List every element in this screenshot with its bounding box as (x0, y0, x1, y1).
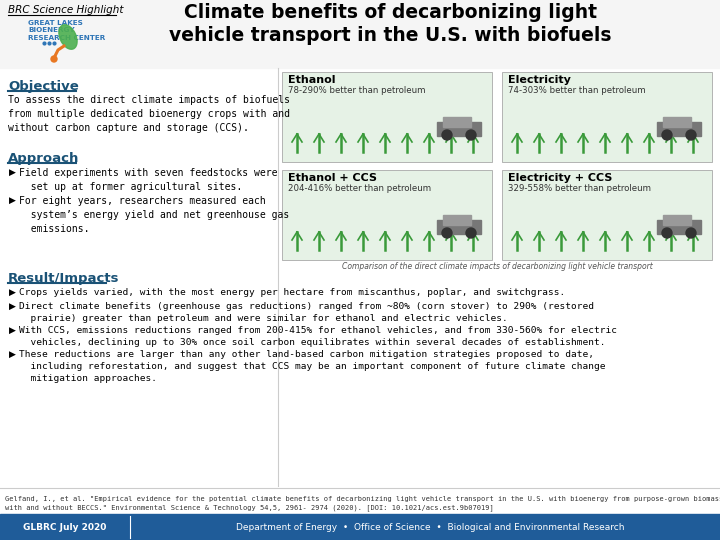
Text: Gelfand, I., et al. "Empirical evidence for the potential climate benefits of de: Gelfand, I., et al. "Empirical evidence … (5, 496, 720, 511)
Text: Field experiments with seven feedstocks were
  set up at former agricultural sit: Field experiments with seven feedstocks … (19, 168, 277, 192)
Text: Electricity: Electricity (508, 75, 571, 85)
Bar (282, 72, 492, 162)
Text: 78-290% better than petroleum: 78-290% better than petroleum (288, 86, 426, 95)
Text: ▶: ▶ (9, 288, 16, 297)
Text: ▶: ▶ (9, 168, 16, 177)
Bar (657, 122, 701, 136)
Bar (0, 514, 720, 540)
Text: Approach: Approach (8, 152, 79, 165)
Circle shape (51, 56, 57, 62)
Text: Crops yields varied, with the most energy per hectare from miscanthus, poplar, a: Crops yields varied, with the most energ… (19, 288, 565, 297)
Text: ▶: ▶ (9, 196, 16, 205)
Text: Climate benefits of decarbonizing light
vehicle transport in the U.S. with biofu: Climate benefits of decarbonizing light … (168, 3, 611, 45)
Text: GLBRC July 2020: GLBRC July 2020 (23, 523, 107, 531)
Text: These reductions are larger than any other land-based carbon mitigation strategi: These reductions are larger than any oth… (19, 350, 606, 383)
Bar (657, 220, 701, 234)
Text: ▶: ▶ (9, 302, 16, 311)
Text: Objective: Objective (8, 80, 78, 93)
Text: For eight years, researchers measured each
  system’s energy yield and net green: For eight years, researchers measured ea… (19, 196, 289, 234)
Text: 74-303% better than petroleum: 74-303% better than petroleum (508, 86, 646, 95)
Circle shape (442, 130, 452, 140)
Bar (443, 117, 471, 127)
Circle shape (686, 130, 696, 140)
Text: Direct climate benefits (greenhouse gas reductions) ranged from ~80% (corn stove: Direct climate benefits (greenhouse gas … (19, 302, 594, 323)
Bar (437, 122, 481, 136)
Bar (663, 215, 691, 225)
Circle shape (662, 228, 672, 238)
Text: 204-416% better than petroleum: 204-416% better than petroleum (288, 184, 431, 193)
Text: Ethanol: Ethanol (288, 75, 336, 85)
Bar (663, 117, 691, 127)
Text: Comparison of the direct climate impacts of decarbonizing light vehicle transpor: Comparison of the direct climate impacts… (341, 262, 652, 271)
Circle shape (466, 130, 476, 140)
Circle shape (686, 228, 696, 238)
Ellipse shape (59, 25, 77, 49)
Circle shape (466, 228, 476, 238)
Text: Electricity + CCS: Electricity + CCS (508, 173, 613, 183)
Text: GREAT LAKES
BIOENERGY
RESEARCH CENTER: GREAT LAKES BIOENERGY RESEARCH CENTER (28, 20, 105, 41)
Text: Department of Energy  •  Office of Science  •  Biological and Environmental Rese: Department of Energy • Office of Science… (235, 523, 624, 531)
Bar (443, 215, 471, 225)
Text: Ethanol + CCS: Ethanol + CCS (288, 173, 377, 183)
Text: ▶: ▶ (9, 350, 16, 359)
Bar (437, 220, 481, 234)
Text: 329-558% better than petroleum: 329-558% better than petroleum (508, 184, 651, 193)
Circle shape (442, 228, 452, 238)
Text: To assess the direct climate impacts of biofuels
from multiple dedicated bioener: To assess the direct climate impacts of … (8, 95, 290, 133)
Text: Result/Impacts: Result/Impacts (8, 272, 120, 285)
Bar (502, 170, 712, 260)
Bar (0, 0, 720, 68)
Circle shape (662, 130, 672, 140)
Text: BRC Science Highlight: BRC Science Highlight (8, 5, 124, 15)
Bar (502, 72, 712, 162)
Text: With CCS, emissions reductions ranged from 200-415% for ethanol vehicles, and fr: With CCS, emissions reductions ranged fr… (19, 326, 617, 347)
Text: ▶: ▶ (9, 326, 16, 335)
Bar (282, 170, 492, 260)
